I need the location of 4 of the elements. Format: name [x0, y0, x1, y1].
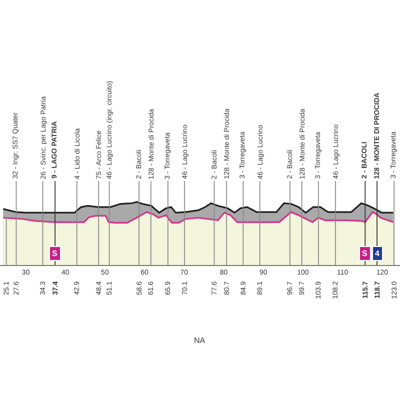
annotation: 4 — [375, 249, 380, 258]
text: NA — [194, 336, 206, 345]
annotation: S — [362, 249, 368, 258]
annotation: S — [52, 249, 58, 258]
